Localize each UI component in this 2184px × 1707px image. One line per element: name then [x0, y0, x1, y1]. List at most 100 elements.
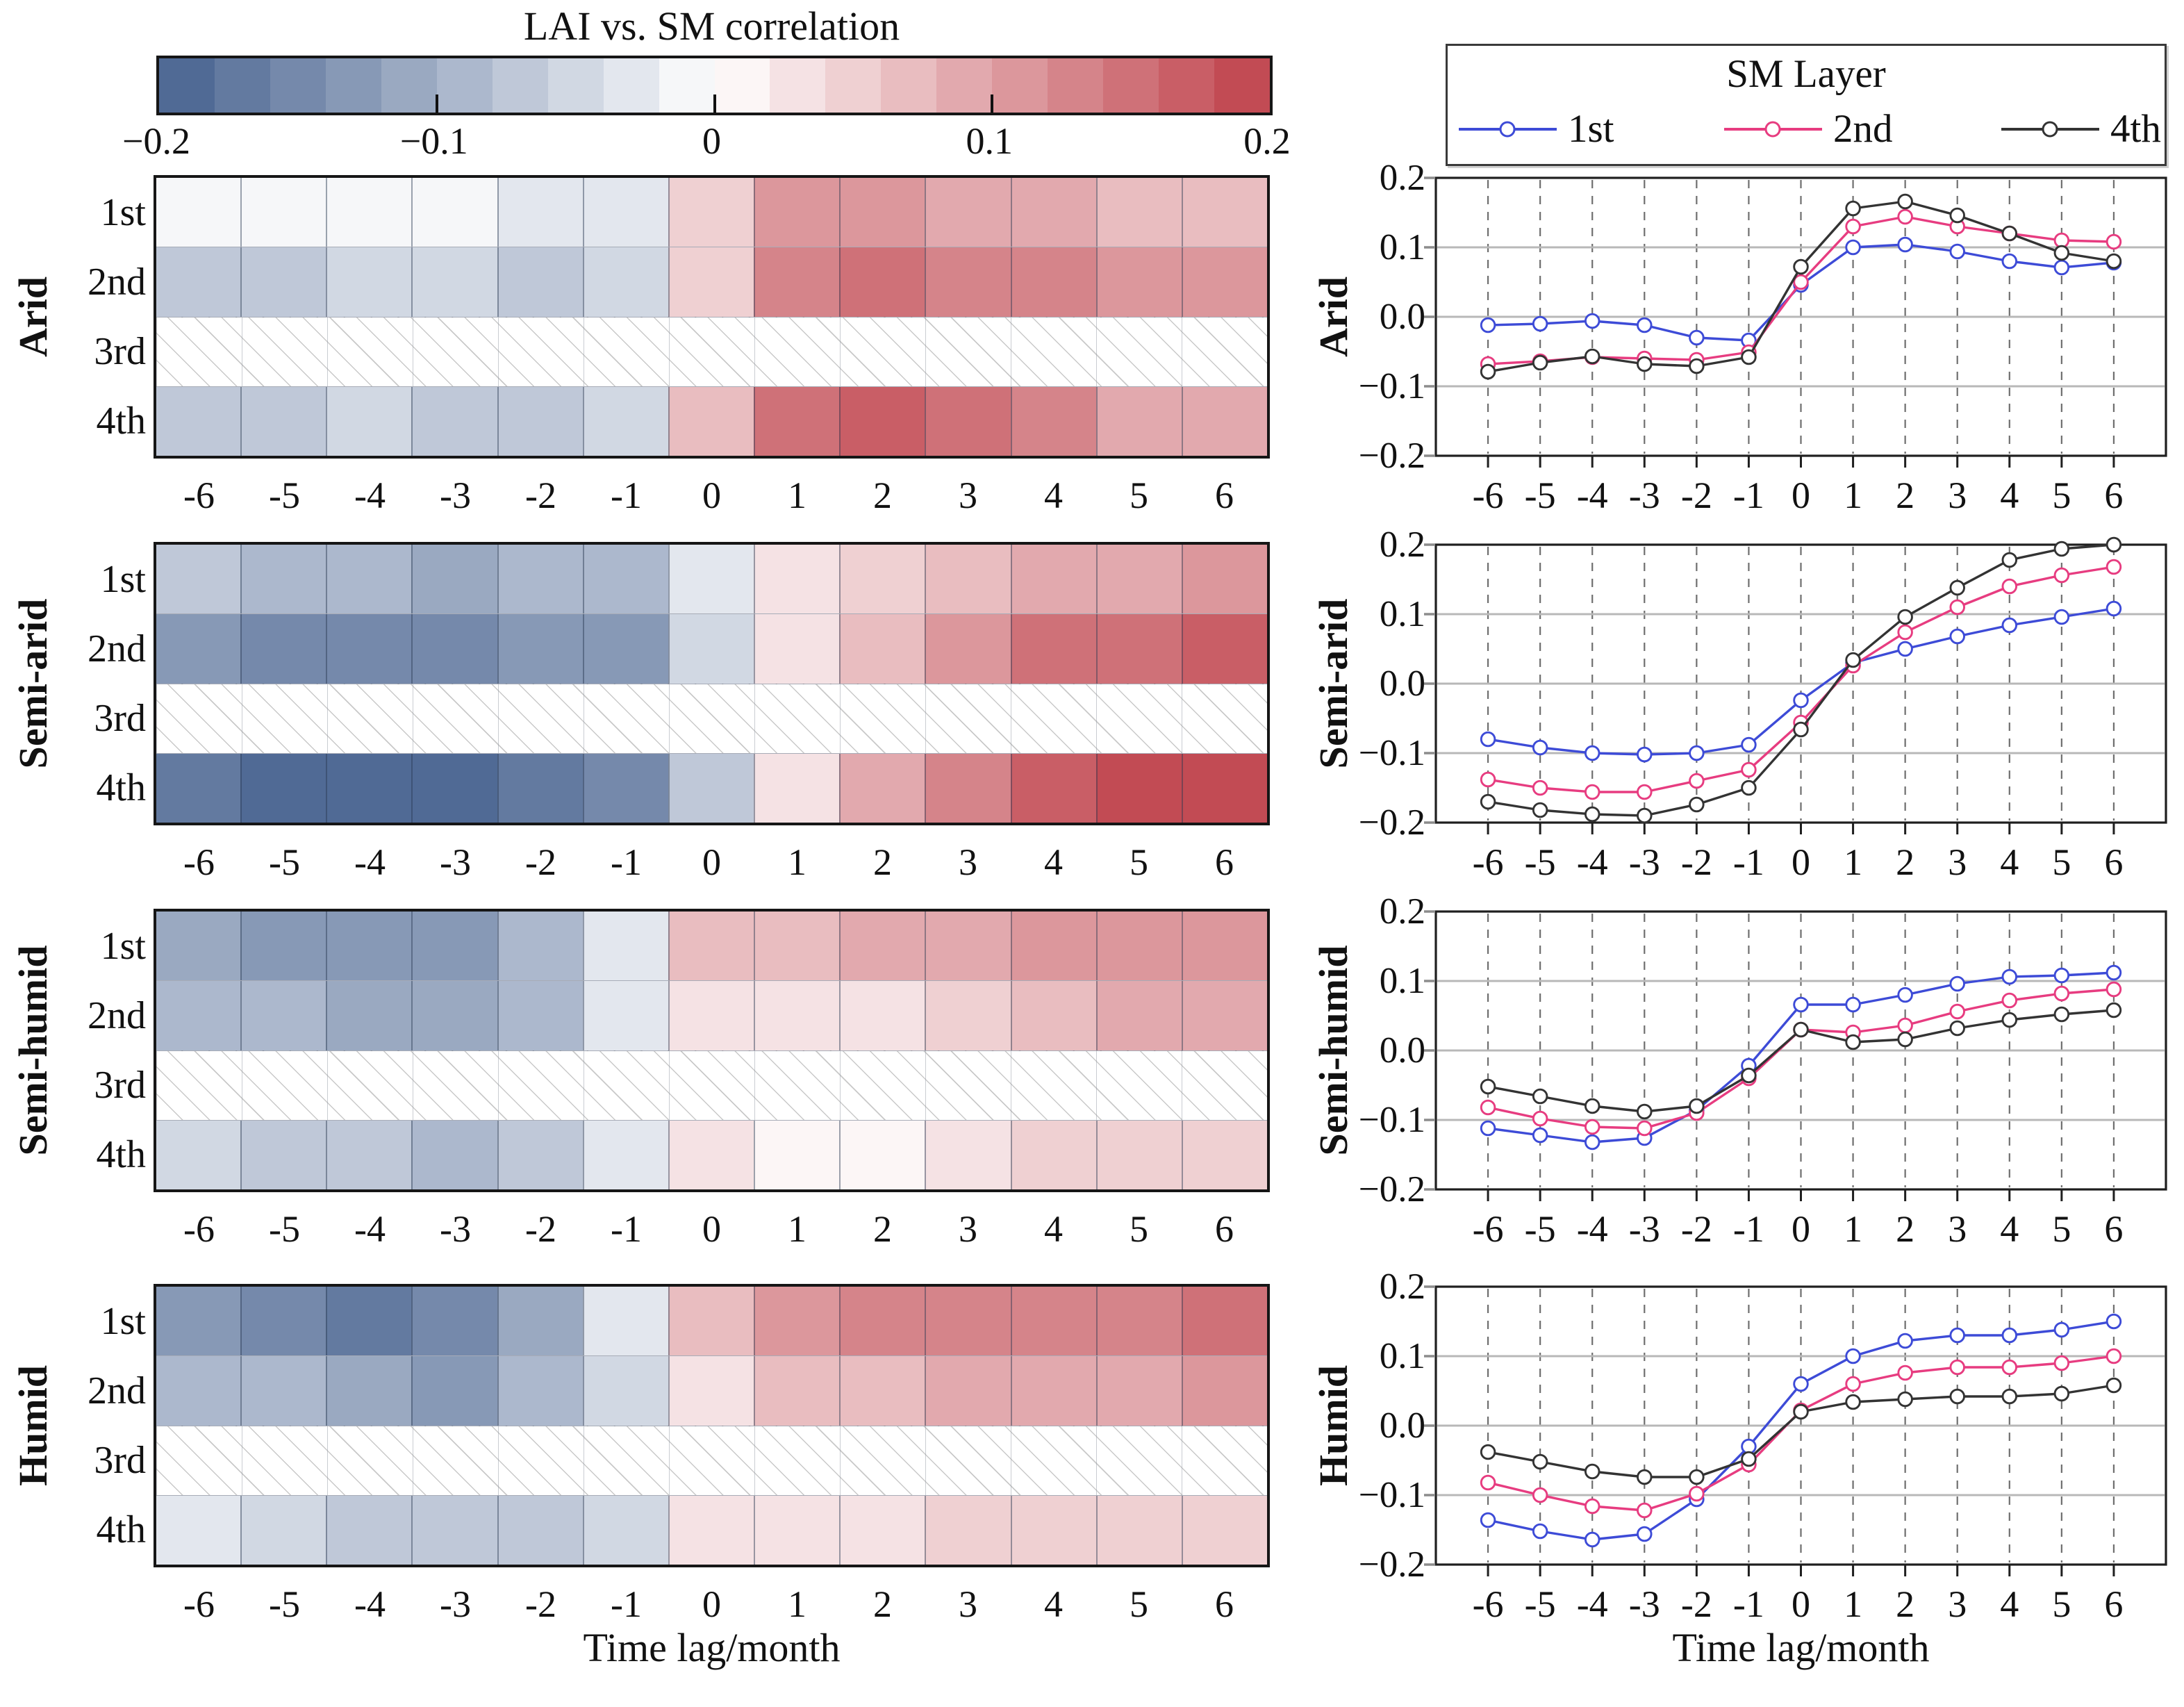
heatmap-cell — [240, 981, 326, 1050]
line-xtick-label: -4 — [1576, 841, 1608, 883]
heatmap-cell — [584, 684, 669, 753]
heatmap-cell — [497, 386, 583, 456]
line-ytick-label: 0.1 — [1379, 961, 1425, 1001]
heatmap-cell — [1095, 912, 1182, 981]
heatmap-xtick-label: -2 — [525, 475, 556, 516]
heatmap-cell — [240, 614, 326, 684]
heatmap-cell — [668, 1287, 754, 1356]
heatmap-row-label: 4th — [96, 1133, 146, 1176]
heatmap-cell — [1095, 981, 1182, 1050]
heatmap-xtick-label: 4 — [1044, 1583, 1063, 1625]
line-xtick-label: 2 — [1896, 1208, 1915, 1250]
heatmap-cell — [1181, 614, 1268, 684]
colorbar-segment — [325, 58, 381, 113]
heatmap-cell — [754, 1356, 840, 1426]
heatmap-cell — [754, 1120, 840, 1189]
heatmap-xtick-label: -4 — [354, 1208, 386, 1250]
heatmap-cell — [498, 317, 584, 386]
heatmap-cell — [1181, 1356, 1268, 1426]
line-ytick-label: −0.1 — [1358, 1475, 1425, 1515]
heatmap-cell — [326, 545, 412, 614]
line-xtick-label: -5 — [1524, 1583, 1556, 1625]
heatmap-cell — [925, 981, 1011, 1050]
heatmap-cell — [156, 247, 241, 317]
line-xtick-label: -1 — [1732, 841, 1764, 883]
heatmap-cell — [156, 317, 242, 386]
legend-entry-1st: 1st — [1457, 107, 1614, 151]
heatmap-cell — [668, 753, 754, 823]
heatmap-xtick-label: -3 — [440, 841, 471, 883]
heatmap-row-2nd — [156, 247, 1268, 317]
line-xtick-label: 6 — [2104, 841, 2124, 883]
heatmap-cell — [497, 912, 583, 981]
heatmap-panel-arid: Arid 1st 2nd 3rd 4th -6 -5 -4 -3 -2 -1 0 1 2 3 4 5 6 — [0, 175, 1285, 516]
heatmap-cell — [497, 1356, 583, 1426]
colorbar-tick-label: 0.2 — [1243, 120, 1291, 162]
x-axis-label-lines: Time lag/month — [1672, 1625, 1930, 1670]
heatmap-cell — [840, 684, 925, 753]
legend: SM Layer 1st 2nd 4th — [1446, 44, 2167, 166]
heatmap-cell — [925, 1356, 1011, 1426]
heatmap-cell — [754, 1495, 840, 1565]
heatmap-cell — [240, 247, 326, 317]
heatmap-cell — [156, 1050, 242, 1120]
heatmap-cell — [242, 1426, 327, 1495]
colorbar-tick-label: −0.2 — [122, 120, 190, 162]
heatmap-xtick-label: 2 — [873, 1208, 892, 1250]
heatmap-cell — [668, 545, 754, 614]
heatmap-cell — [840, 1050, 925, 1120]
heatmap-cell — [1182, 1426, 1267, 1495]
heatmap-xtick-label: 5 — [1130, 841, 1148, 883]
heatmap-panel-semi-arid: Semi-arid 1st 2nd 3rd 4th -6 -5 -4 -3 -2 -1 0 1 2 3 4 5 6 — [0, 542, 1285, 883]
heatmap-cell — [754, 981, 840, 1050]
legend-entry-text: 4th — [2110, 107, 2161, 151]
heatmap-cell — [840, 317, 925, 386]
heatmap-cell — [156, 545, 241, 614]
heatmap-cell — [839, 1495, 925, 1565]
colorbar-segment — [270, 58, 326, 113]
heatmap-row-1st — [156, 545, 1268, 614]
line-xtick-label: 0 — [1792, 1208, 1810, 1250]
heatmap-cell — [1181, 178, 1268, 247]
line-xtick-label: -1 — [1732, 475, 1764, 516]
line-xtick-label: 4 — [2000, 1208, 2019, 1250]
heatmap-cell — [1095, 247, 1182, 317]
heatmap-cell — [668, 1120, 754, 1189]
heatmap-cell — [1095, 178, 1182, 247]
colorbar-segment — [1159, 58, 1215, 113]
heatmap-row-label: 2nd — [88, 261, 146, 304]
heatmap-cell — [668, 981, 754, 1050]
line-ytick-label: 0.0 — [1379, 663, 1425, 704]
line-panel-semi-arid: Semi-arid 0.2 0.1 0.0 −0.1 −0.2 -6 -5 -4 -3 -2 -1 0 1… — [1285, 526, 2184, 883]
heatmap-cell — [156, 981, 241, 1050]
heatmap-xtick-label: -1 — [611, 841, 642, 883]
legend-swatch-2nd — [1724, 121, 1822, 138]
heatmap-cell — [411, 386, 497, 456]
heatmap-cell — [413, 1426, 498, 1495]
heatmap-cell — [497, 1287, 583, 1356]
heatmap-cell — [839, 1120, 925, 1189]
colorbar-segment — [770, 58, 826, 113]
heatmap-cell — [156, 1356, 241, 1426]
heatmap-cell — [839, 386, 925, 456]
line-xtick-label: -4 — [1576, 475, 1608, 516]
heatmap-grid — [154, 1284, 1270, 1567]
heatmap-cell — [1095, 386, 1182, 456]
heatmap-cell — [326, 1356, 412, 1426]
heatmap-cell — [327, 1050, 413, 1120]
x-axis-label-heatmaps: Time lag/month — [583, 1625, 841, 1670]
heatmap-cell — [497, 753, 583, 823]
heatmap-cell — [326, 981, 412, 1050]
heatmap-cell — [497, 1495, 583, 1565]
heatmap-xtick-label: -1 — [611, 475, 642, 516]
line-panel-arid: Arid 0.2 0.1 0.0 −0.1 −0.2 -6 -5 -4 -3 -2 -1 0 1 2 3 4 5 6 — [1285, 159, 2184, 516]
legend-swatch-1st — [1459, 121, 1557, 138]
heatmap-row-label: 1st — [100, 191, 146, 234]
line-xtick-label: -4 — [1576, 1208, 1608, 1250]
line-xtick-label: 4 — [2000, 1583, 2019, 1625]
heatmap-cell — [754, 317, 840, 386]
heatmap-cell — [156, 753, 241, 823]
legend-entry-text: 2nd — [1833, 107, 1893, 151]
heatmap-cell — [498, 1426, 584, 1495]
heatmap-cell — [925, 386, 1011, 456]
